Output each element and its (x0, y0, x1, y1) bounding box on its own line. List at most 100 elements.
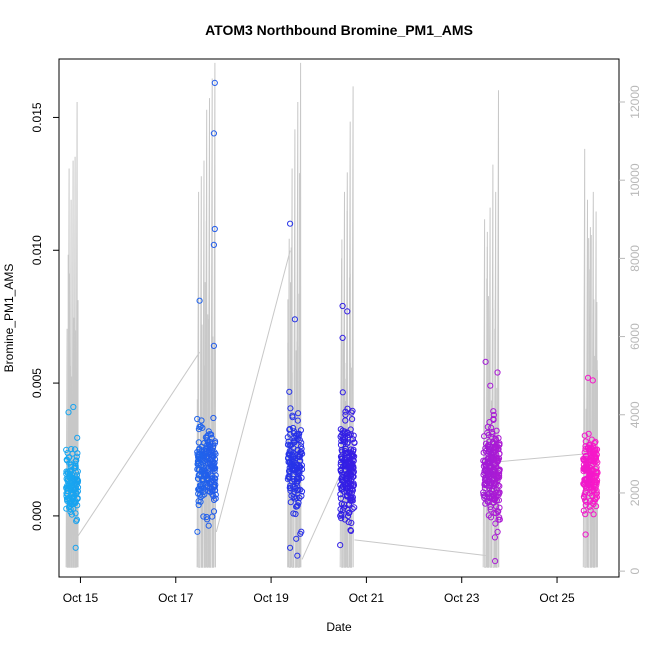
data-point (343, 488, 350, 495)
data-point (339, 473, 346, 481)
data-point (65, 409, 72, 416)
data-point (66, 483, 73, 490)
data-point (337, 495, 344, 502)
data-point (350, 446, 357, 453)
data-point (194, 528, 201, 535)
data-point (286, 426, 293, 433)
data-point (337, 459, 344, 466)
data-point (297, 530, 304, 537)
data-point (195, 501, 202, 509)
data-point (351, 504, 358, 511)
data-point (588, 445, 595, 452)
data-point (338, 511, 345, 518)
data-point (197, 423, 204, 430)
data-point (488, 454, 495, 461)
data-point (490, 467, 497, 474)
data-point (194, 466, 201, 473)
data-point (211, 225, 218, 233)
data-point (294, 468, 301, 475)
data-point (63, 505, 70, 512)
data-point (493, 445, 500, 452)
data-point (294, 417, 301, 424)
data-point (584, 374, 592, 381)
transit-line (301, 469, 344, 560)
data-point (487, 503, 494, 511)
data-point (584, 463, 591, 470)
data-point (67, 506, 74, 513)
data-point (205, 441, 212, 448)
data-point (210, 241, 217, 248)
y-tick-label: 0.000 (30, 501, 44, 531)
data-points (63, 79, 601, 565)
x-tick-label: Oct 15 (63, 591, 99, 605)
y2-tick-label: 4000 (628, 401, 642, 428)
data-point (205, 487, 212, 494)
data-point (296, 494, 303, 502)
x-tick-label: Oct 21 (349, 591, 385, 605)
data-point (286, 484, 293, 491)
data-point (202, 434, 209, 441)
data-point (343, 475, 350, 482)
data-point (209, 487, 216, 494)
data-point (298, 449, 305, 456)
data-point (69, 450, 76, 457)
data-point (343, 471, 350, 478)
data-point (285, 438, 292, 445)
data-point (195, 454, 202, 461)
data-point (490, 499, 497, 506)
data-point (194, 460, 201, 467)
data-point (496, 514, 503, 521)
data-point (295, 469, 302, 476)
data-point (492, 436, 499, 443)
data-point (199, 424, 206, 431)
data-point (210, 463, 217, 470)
data-point (486, 494, 493, 501)
data-point (485, 470, 493, 477)
transit-line (499, 453, 586, 463)
data-point (212, 481, 219, 488)
data-point (207, 471, 214, 478)
data-point (202, 450, 209, 457)
data-point (210, 130, 217, 137)
data-point (209, 440, 216, 447)
data-point (200, 477, 207, 484)
data-point (585, 477, 592, 485)
y2-tick-label: 12000 (628, 85, 642, 119)
y2-tick-label: 10000 (628, 163, 642, 197)
data-point (580, 507, 587, 514)
data-point (343, 454, 350, 461)
data-point (209, 477, 216, 484)
data-point (582, 511, 589, 518)
data-point (290, 445, 297, 452)
y-tick-label: 0.010 (30, 235, 44, 265)
y-tick-label: 0.015 (30, 102, 44, 132)
data-point (204, 432, 211, 439)
data-point (297, 443, 305, 450)
data-point (342, 417, 349, 424)
data-point (593, 464, 600, 471)
data-point (482, 461, 489, 468)
data-point (344, 513, 352, 520)
data-point (584, 481, 591, 488)
data-point (339, 334, 346, 341)
data-point (581, 476, 588, 483)
data-point (350, 432, 357, 439)
data-point (349, 497, 356, 504)
data-point (337, 441, 345, 449)
x-tick-label: Oct 25 (539, 591, 575, 605)
data-point (594, 468, 601, 475)
data-point (285, 473, 292, 480)
data-point (350, 457, 357, 464)
data-point (594, 477, 601, 484)
data-point (293, 503, 300, 510)
data-point (349, 416, 356, 423)
data-point (482, 358, 489, 365)
data-point (351, 439, 358, 446)
transit-line (215, 250, 291, 533)
data-point (494, 528, 501, 536)
data-point (72, 462, 79, 470)
data-point (490, 408, 497, 415)
data-point (288, 492, 295, 499)
y2-tick-label: 6000 (628, 323, 642, 350)
